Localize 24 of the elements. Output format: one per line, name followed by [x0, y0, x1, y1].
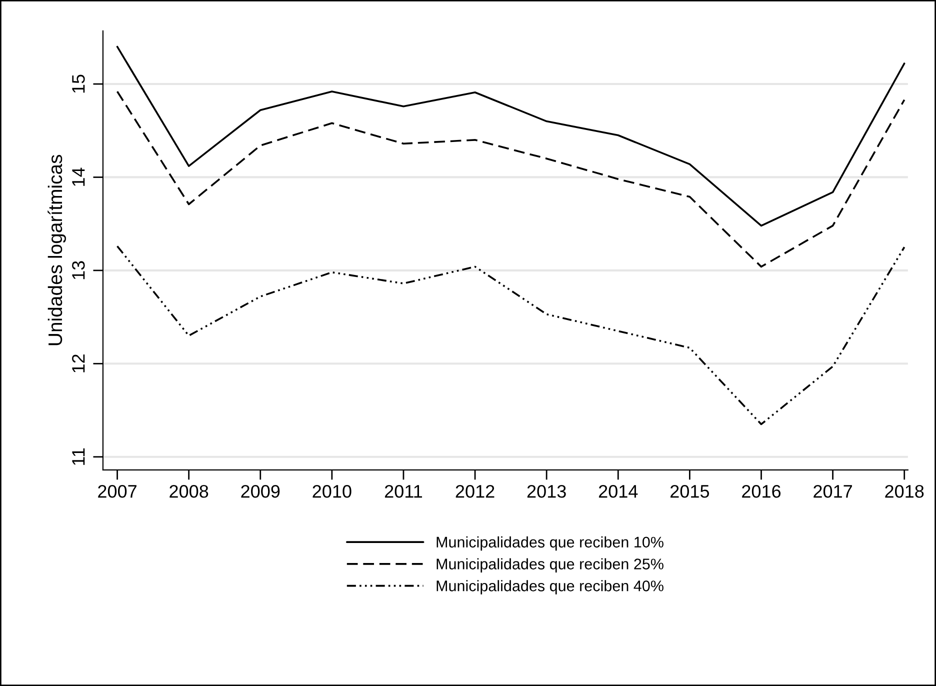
- y-tick-label: 12: [72, 354, 85, 372]
- y-tick-label: 14: [72, 168, 85, 186]
- x-tick-label: 2017: [814, 484, 852, 498]
- x-tick-label: 2013: [527, 484, 566, 498]
- line-series: [116, 245, 906, 426]
- x-tick-label: 2014: [598, 484, 638, 498]
- x-tick-label: 2015: [670, 484, 710, 498]
- x-tick-label: 2007: [98, 484, 136, 498]
- line-series: [116, 46, 906, 227]
- legend-label: Municipalidades que reciben 25%: [436, 558, 664, 572]
- y-tick-label: 15: [72, 74, 85, 93]
- legend-label: Municipalidades que reciben 10%: [436, 536, 664, 551]
- x-tick-label: 2018: [885, 484, 924, 498]
- y-tick-label: 13: [72, 261, 85, 280]
- x-tick-label: 2011: [384, 484, 422, 498]
- y-axis-title: Unidades logarítmicas: [48, 154, 66, 346]
- y-tick-label: 11: [72, 448, 85, 465]
- x-tick-label: 2008: [170, 484, 208, 498]
- x-tick-label: 2009: [241, 484, 280, 498]
- x-tick-label: 2016: [742, 484, 781, 498]
- x-tick-label: 2010: [312, 484, 352, 498]
- x-tick-label: 2012: [456, 484, 494, 498]
- line-series: [116, 90, 906, 268]
- legend-label: Municipalidades que reciben 40%: [436, 580, 664, 594]
